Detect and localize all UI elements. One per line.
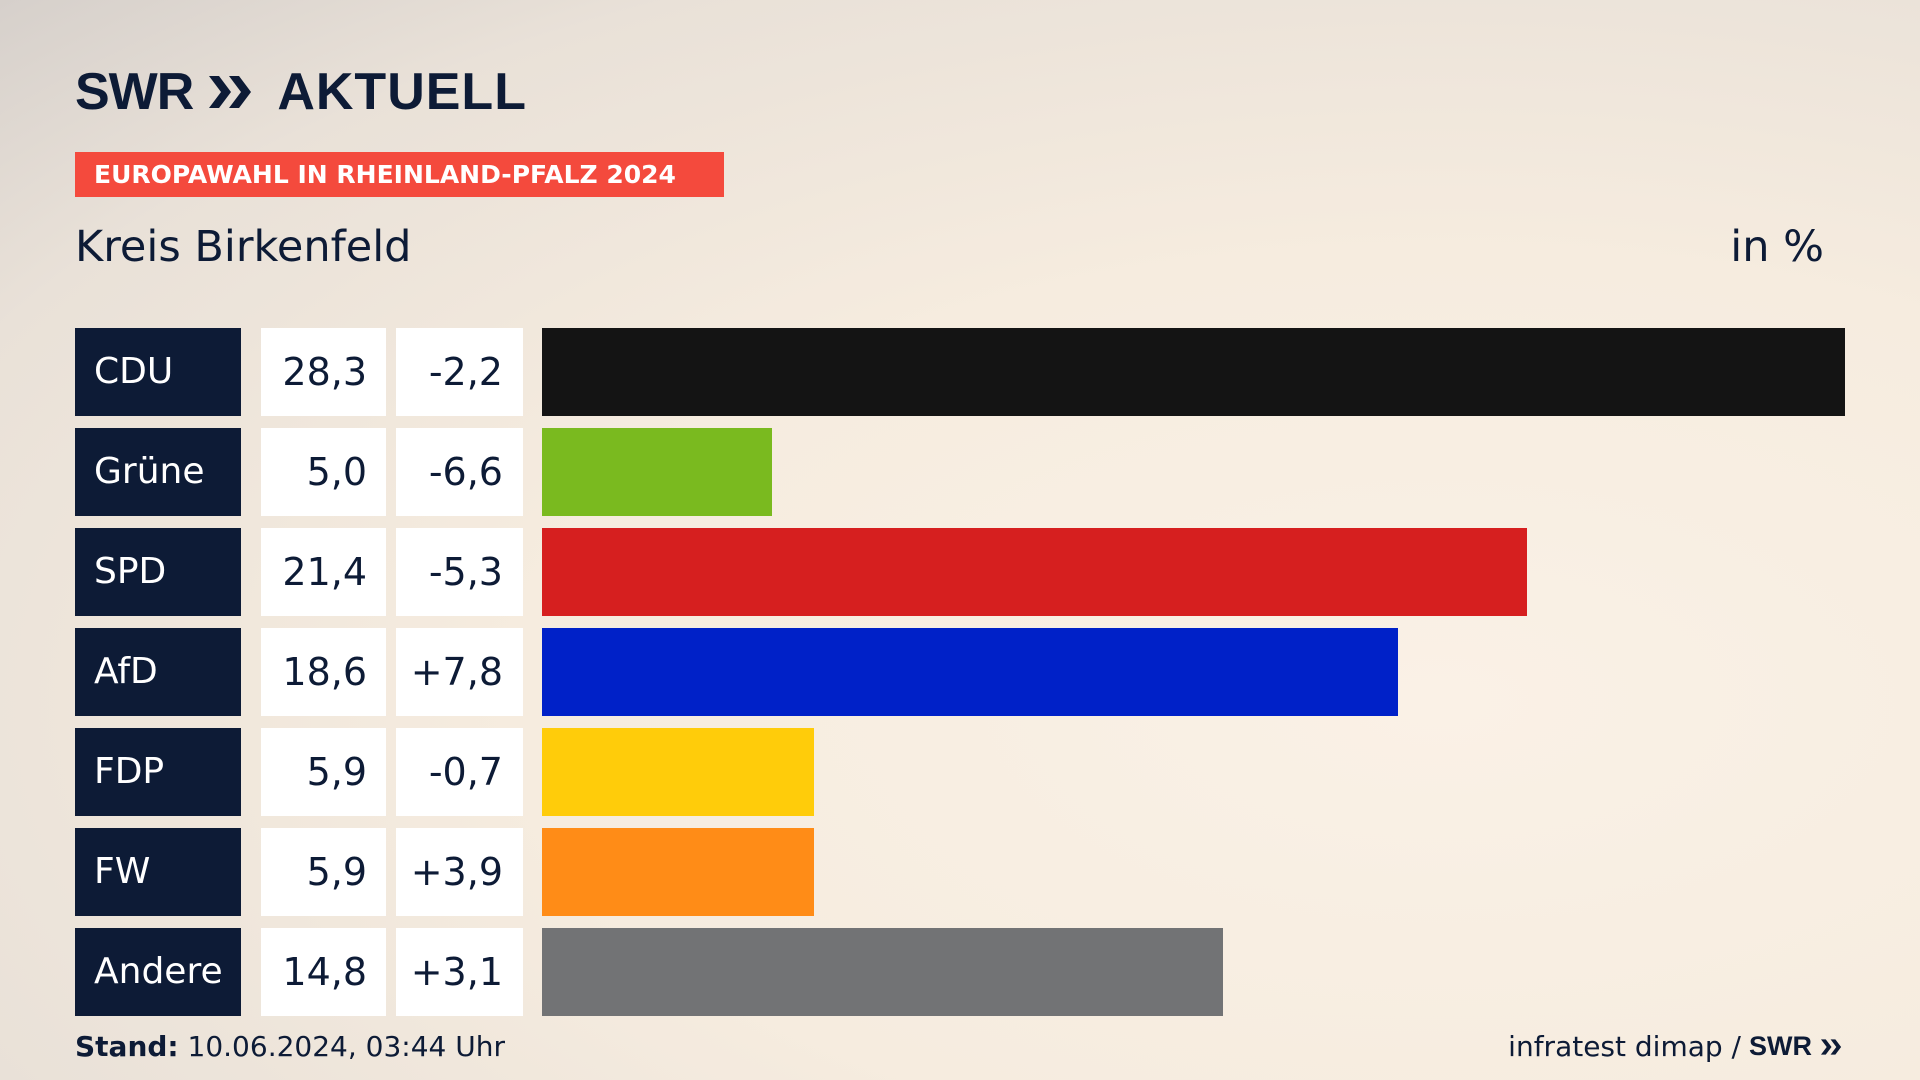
- value-label: 5,9: [261, 828, 386, 916]
- footer-double-chevron-icon: [1820, 1038, 1842, 1055]
- diff-label: +3,9: [396, 828, 523, 916]
- result-row: FW 5,9 +3,9: [75, 828, 1845, 916]
- logo-swr-text: SWR: [75, 63, 194, 121]
- diff-label: -5,3: [396, 528, 523, 616]
- result-row: SPD 21,4 -5,3: [75, 528, 1845, 616]
- diff-label: +7,8: [396, 628, 523, 716]
- value-label: 14,8: [261, 928, 386, 1016]
- value-label: 18,6: [261, 628, 386, 716]
- diff-label: +3,1: [396, 928, 523, 1016]
- result-row: AfD 18,6 +7,8: [75, 628, 1845, 716]
- result-bar: [542, 528, 1527, 616]
- timestamp: Stand: 10.06.2024, 03:44 Uhr: [75, 1030, 505, 1063]
- party-label: Grüne: [75, 428, 241, 516]
- result-row: Grüne 5,0 -6,6: [75, 428, 1845, 516]
- unit-label: in %: [1730, 222, 1824, 272]
- party-label: FW: [75, 828, 241, 916]
- source-credit: infratest dimap / SWR: [1508, 1030, 1844, 1063]
- value-label: 21,4: [261, 528, 386, 616]
- party-label: Andere: [75, 928, 241, 1016]
- value-label: 28,3: [261, 328, 386, 416]
- party-label: CDU: [75, 328, 241, 416]
- result-row: Andere 14,8 +3,1: [75, 928, 1845, 1016]
- diff-label: -6,6: [396, 428, 523, 516]
- result-bar: [542, 928, 1223, 1016]
- logo-aktuell-text: AKTUELL: [277, 63, 527, 121]
- value-label: 5,0: [261, 428, 386, 516]
- diff-label: -2,2: [396, 328, 523, 416]
- party-label: FDP: [75, 728, 241, 816]
- source-text: infratest dimap /: [1508, 1030, 1741, 1063]
- election-banner: EUROPAWAHL IN RHEINLAND-PFALZ 2024: [75, 152, 724, 197]
- region-title: Kreis Birkenfeld: [75, 222, 412, 272]
- swr-aktuell-logo: SWR AKTUELL: [75, 62, 527, 122]
- result-bar: [542, 328, 1845, 416]
- stand-value: 10.06.2024, 03:44 Uhr: [187, 1030, 505, 1063]
- result-bar: [542, 628, 1398, 716]
- result-row: FDP 5,9 -0,7: [75, 728, 1845, 816]
- value-label: 5,9: [261, 728, 386, 816]
- party-label: SPD: [75, 528, 241, 616]
- result-bar: [542, 828, 814, 916]
- result-row: CDU 28,3 -2,2: [75, 328, 1845, 416]
- stand-label: Stand:: [75, 1030, 179, 1063]
- party-label: AfD: [75, 628, 241, 716]
- footer-swr-logo: SWR: [1749, 1031, 1812, 1061]
- result-bar: [542, 728, 814, 816]
- diff-label: -0,7: [396, 728, 523, 816]
- result-bar: [542, 428, 772, 516]
- double-chevron-icon: [209, 76, 252, 108]
